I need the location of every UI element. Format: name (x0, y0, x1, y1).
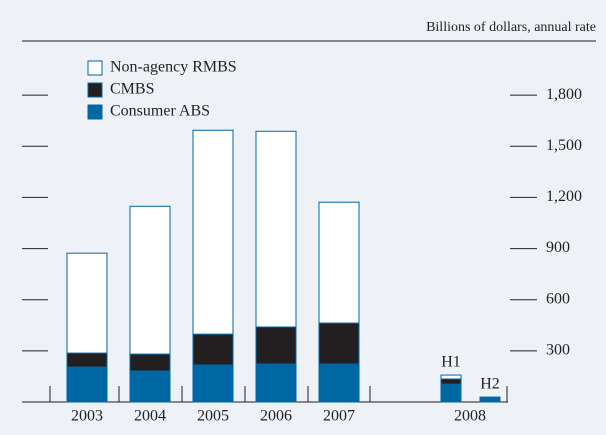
x-tick-label: 2005 (197, 408, 229, 425)
x-sub-label: H2 (480, 376, 500, 393)
bar-segment (318, 322, 360, 365)
x-sub-label: H1 (441, 354, 461, 371)
bar-segment (318, 201, 360, 324)
y-tick-label: 1,500 (546, 137, 582, 154)
bar-segment (479, 396, 501, 399)
x-tick-label: 2003 (71, 408, 103, 425)
bar-segment (440, 378, 462, 385)
legend-swatch (87, 104, 103, 120)
legend-label: Consumer ABS (110, 103, 210, 120)
bar-segment (129, 353, 171, 372)
y-tick-label: 1,200 (546, 188, 582, 205)
legend-label: CMBS (110, 81, 154, 98)
y-tick-label: 600 (546, 290, 570, 307)
bar-segment (129, 370, 171, 403)
bar-segment (255, 130, 297, 328)
bar-segment (192, 129, 234, 335)
x-group-label: 2008 (454, 408, 486, 425)
bar-segment (66, 352, 108, 368)
x-tick-label: 2007 (323, 408, 355, 425)
legend-label: Non-agency RMBS (110, 59, 237, 76)
bar-segment (66, 252, 108, 354)
bar-segment (192, 364, 234, 403)
y-tick-label: 300 (546, 342, 570, 359)
bar-segment (318, 363, 360, 403)
bar-segment (440, 374, 462, 380)
legend-swatch (87, 82, 103, 98)
bar-segment (129, 205, 171, 355)
legend-swatch (87, 60, 103, 76)
x-tick-label: 2006 (260, 408, 292, 425)
bar-segment (255, 326, 297, 365)
y-tick-label: 900 (546, 239, 570, 256)
unit-label: Billions of dollars, annual rate (426, 20, 596, 35)
x-tick-label: 2004 (134, 408, 166, 425)
bar-segment (440, 383, 462, 403)
bar-segment (192, 333, 234, 366)
y-tick-label: 1,800 (546, 86, 582, 103)
bar-segment (66, 366, 108, 403)
bar-segment (255, 363, 297, 403)
